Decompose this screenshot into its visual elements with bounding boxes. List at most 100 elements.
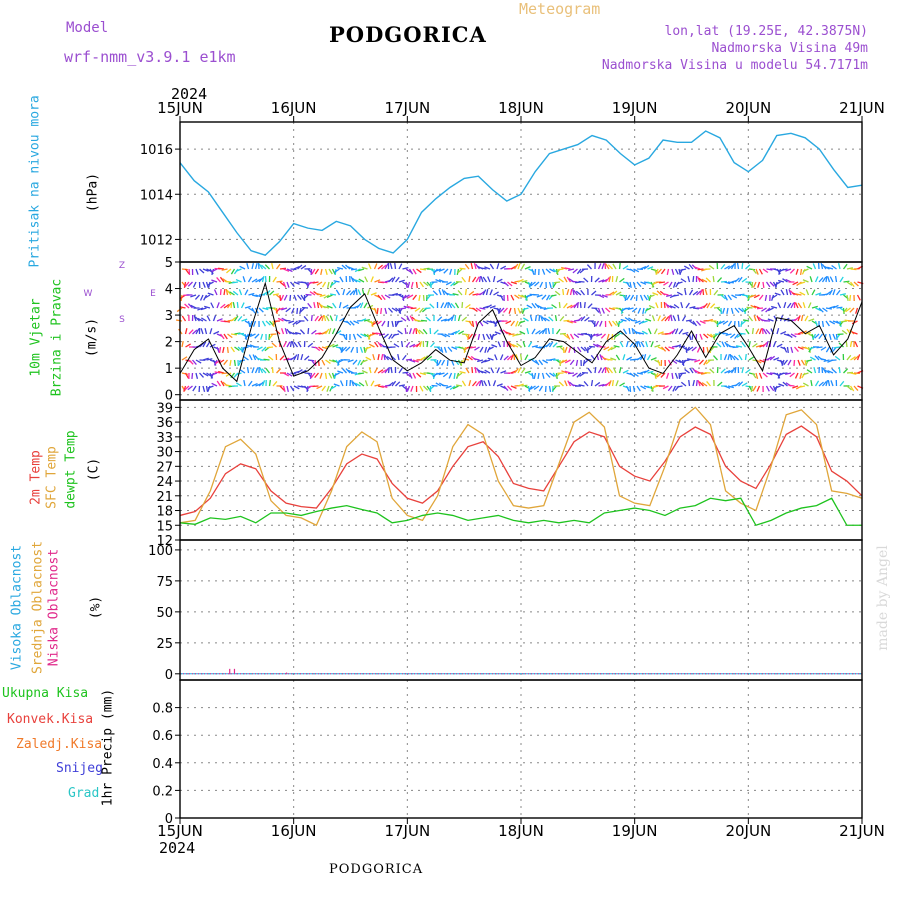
y-tick-label: 1012 xyxy=(140,233,173,248)
wind-arrow xyxy=(841,329,848,335)
wind-arrow xyxy=(643,354,647,361)
wind-arrow xyxy=(638,320,645,325)
wind-arrow xyxy=(211,382,218,387)
wind-arrow xyxy=(490,367,495,374)
wind-arrow xyxy=(321,385,327,392)
wind-arrow xyxy=(737,276,743,283)
wind-arrow xyxy=(820,346,827,351)
wind-arrow xyxy=(666,294,673,298)
wind-arrow xyxy=(647,266,654,270)
wind-arrow xyxy=(468,320,473,327)
wind-arrow xyxy=(727,354,731,361)
wind-arrow xyxy=(814,333,820,339)
wind-arrow xyxy=(773,357,780,361)
wind-arrow xyxy=(239,265,246,270)
wind-arrow xyxy=(746,306,753,309)
wind-arrow xyxy=(482,289,487,296)
wind-arrow xyxy=(507,355,513,361)
wind-arrow xyxy=(849,340,853,348)
wind-arrow xyxy=(625,341,629,348)
wind-arrow xyxy=(690,358,697,361)
wind-arrow xyxy=(326,385,330,392)
wind-arrow xyxy=(487,380,491,387)
wind-arrow xyxy=(825,346,831,353)
wind-arrow xyxy=(694,266,701,270)
wind-arrow xyxy=(553,281,561,284)
wind-arrow xyxy=(517,263,521,270)
wind-arrow xyxy=(190,294,197,298)
wind-arrow xyxy=(381,281,388,284)
wind-arrow xyxy=(673,304,680,309)
wind-arrow xyxy=(459,267,466,270)
wind-arrow xyxy=(280,328,285,335)
wind-arrow xyxy=(376,307,379,315)
wind-arrow xyxy=(569,359,575,366)
wind-arrow xyxy=(453,372,456,380)
wind-arrow xyxy=(703,333,709,339)
wind-arrow xyxy=(662,385,669,390)
wind-arrow xyxy=(753,294,760,299)
wind-arrow xyxy=(216,346,220,353)
wind-arrow xyxy=(423,385,429,391)
wind-arrow xyxy=(615,291,622,296)
wind-arrow xyxy=(741,382,748,387)
wind-arrow xyxy=(351,380,355,387)
wind-arrow xyxy=(738,381,744,387)
wind-arrow xyxy=(448,372,453,379)
wind-arrow xyxy=(559,315,565,322)
wind-arrow xyxy=(234,332,241,335)
wind-arrow xyxy=(820,262,824,270)
wind-arrow xyxy=(622,369,629,374)
wind-arrow xyxy=(692,275,695,283)
wind-arrow xyxy=(342,304,349,309)
wind-arrow xyxy=(377,385,384,388)
wind-arrow xyxy=(419,281,425,288)
wind-arrow xyxy=(284,319,291,322)
wind-arrow xyxy=(318,346,324,352)
wind-arrow xyxy=(240,346,244,353)
wind-arrow xyxy=(545,268,551,274)
wind-arrow xyxy=(426,355,433,361)
wind-arrow xyxy=(247,320,251,327)
wind-arrow xyxy=(601,307,605,314)
wind-arrow xyxy=(524,354,529,361)
wind-arrow xyxy=(739,332,746,335)
wind-arrow xyxy=(261,380,266,387)
wind-arrow xyxy=(717,277,723,283)
wind-arrow xyxy=(444,333,451,338)
precip-label-snow: Snijeg xyxy=(56,761,103,776)
wind-arrow xyxy=(289,340,293,348)
wind-arrow xyxy=(623,307,631,310)
wind-arrow xyxy=(454,302,460,309)
wind-arrow xyxy=(810,379,813,387)
wind-arrow xyxy=(397,353,400,361)
wind-arrow xyxy=(400,340,404,348)
wind-arrow xyxy=(312,281,319,284)
wind-arrow xyxy=(727,385,734,389)
wind-arrow xyxy=(283,268,290,272)
wind-arrow xyxy=(314,372,319,379)
wind-arrow xyxy=(188,359,194,365)
wind-arrow xyxy=(331,328,336,335)
wind-arrow xyxy=(449,268,453,275)
wind-arrow xyxy=(730,263,735,270)
wind-arrow xyxy=(629,372,636,378)
wind-arrow xyxy=(838,342,844,348)
wind-arrow xyxy=(577,333,584,336)
wind-arrow xyxy=(618,262,621,270)
wind-arrow xyxy=(507,385,513,391)
wind-arrow xyxy=(814,320,819,327)
wind-arrow xyxy=(713,289,719,296)
wind-arrow xyxy=(243,356,249,361)
wind-arrow xyxy=(440,346,444,353)
wind-arrow xyxy=(698,277,704,283)
wind-arrow xyxy=(452,385,459,390)
wind-arrow xyxy=(576,346,582,353)
wind-arrow xyxy=(291,332,298,335)
wind-arrow xyxy=(605,367,610,374)
wind-arrow xyxy=(777,302,782,309)
wind-arrow xyxy=(740,320,746,326)
wind-arrow xyxy=(429,385,435,391)
wind-arrow xyxy=(327,281,330,288)
x-tick-label-bottom: 21JUN xyxy=(839,822,885,840)
